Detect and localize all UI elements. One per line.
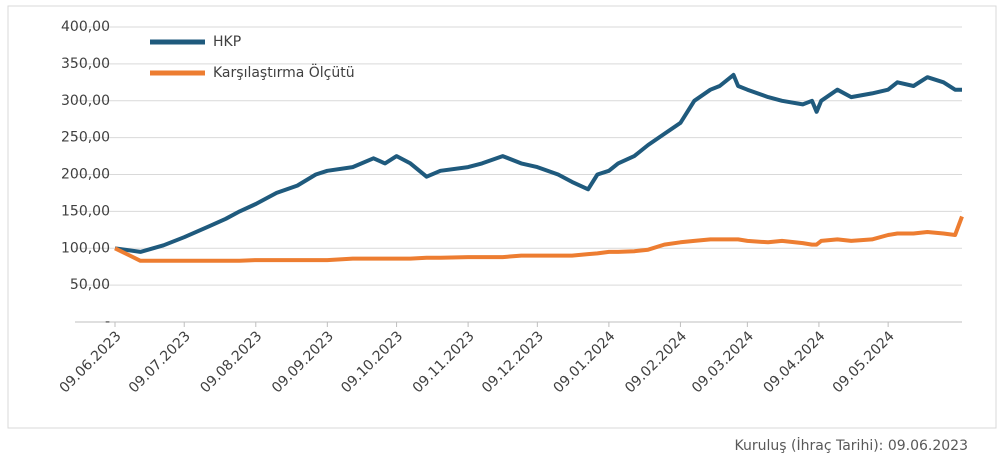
- y-tick-label: 400,00: [61, 19, 110, 35]
- chart-border: [7, 5, 997, 429]
- x-tick-label: 09.02.2024: [622, 328, 690, 396]
- x-tick-label: 09.11.2023: [410, 328, 478, 396]
- y-tick-label: 250,00: [61, 130, 110, 146]
- x-tick-label: 09.01.2024: [551, 328, 619, 396]
- x-tick-label: 09.08.2023: [197, 328, 265, 396]
- footnote: Kuruluş (İhraç Tarihi): 09.06.2023: [735, 436, 968, 454]
- y-tick-label: 300,00: [61, 93, 110, 109]
- y-tick-label: 100,00: [61, 240, 110, 256]
- x-tick-label: 09.06.2023: [57, 328, 125, 396]
- x-tick-label: 09.07.2023: [126, 328, 194, 396]
- x-tick-label: 09.10.2023: [338, 328, 406, 396]
- x-tick-label: 09.03.2024: [689, 328, 757, 396]
- x-tick-label: 09.12.2023: [479, 328, 547, 396]
- legend-label: Karşılaştırma Ölçütü: [213, 63, 355, 81]
- y-tick-label: -: [105, 314, 110, 330]
- y-tick-label: 50,00: [70, 277, 110, 293]
- x-tick-label: 09.04.2024: [761, 328, 829, 396]
- x-tick-label: 09.09.2023: [269, 328, 337, 396]
- y-tick-label: 200,00: [61, 167, 110, 183]
- line-series: [114, 215, 964, 263]
- legend-label: HKP: [213, 34, 241, 50]
- x-tick-label: 09.05.2024: [830, 328, 898, 396]
- y-tick-label: 150,00: [61, 203, 110, 219]
- y-tick-label: 350,00: [61, 56, 110, 72]
- line-series: [114, 72, 962, 254]
